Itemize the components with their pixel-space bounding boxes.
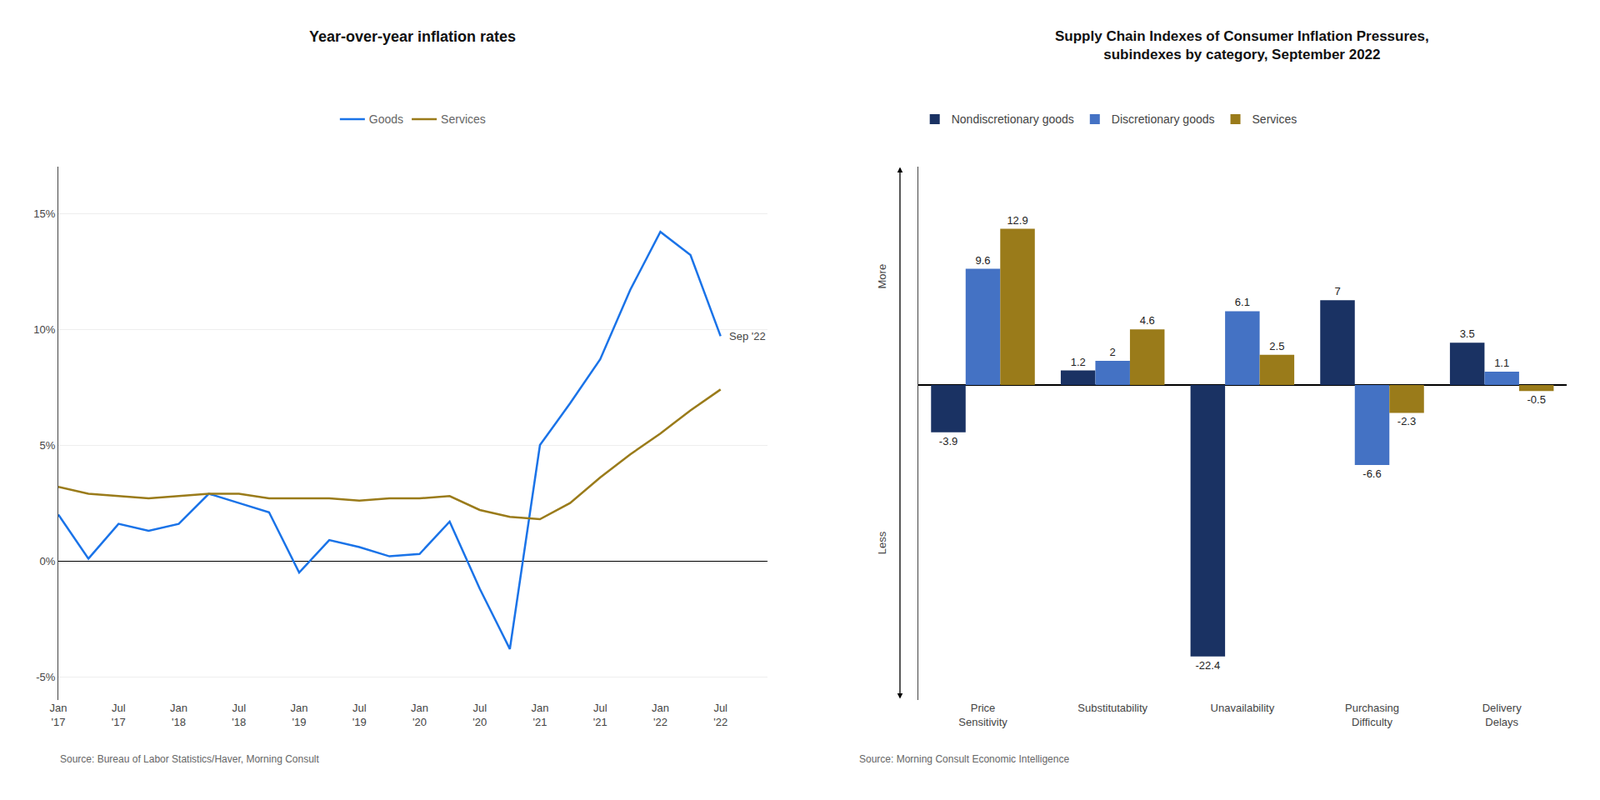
svg-text:Substitutability: Substitutability: [1077, 701, 1148, 715]
svg-text:Unavailability: Unavailability: [1210, 701, 1275, 715]
svg-text:-22.4: -22.4: [1195, 659, 1221, 672]
svg-text:Jan'17: Jan'17: [50, 701, 68, 729]
svg-text:Jan'18: Jan'18: [170, 701, 188, 729]
svg-text:PurchasingDifficulty: PurchasingDifficulty: [1345, 701, 1400, 729]
svg-text:Jan'19: Jan'19: [290, 701, 308, 729]
svg-text:Discretionary goods: Discretionary goods: [1111, 112, 1215, 126]
svg-text:PriceSensitivity: PriceSensitivity: [958, 701, 1008, 729]
svg-text:12.9: 12.9: [1006, 214, 1028, 227]
svg-text:Jul'19: Jul'19: [352, 701, 367, 729]
svg-text:Year-over-year inflation rates: Year-over-year inflation rates: [309, 28, 516, 45]
svg-text:Goods: Goods: [369, 112, 404, 126]
svg-text:Jan'20: Jan'20: [410, 701, 429, 729]
svg-text:Supply Chain Indexes of Consum: Supply Chain Indexes of Consumer Inflati…: [1055, 28, 1430, 63]
svg-text:Services: Services: [440, 112, 486, 126]
svg-text:-0.5: -0.5: [1526, 393, 1545, 406]
svg-text:Nondiscretionary goods: Nondiscretionary goods: [951, 112, 1075, 126]
svg-text:Services: Services: [1252, 112, 1298, 126]
svg-text:4.6: 4.6: [1140, 314, 1155, 327]
svg-text:5%: 5%: [40, 439, 56, 452]
svg-text:2: 2: [1110, 345, 1116, 359]
svg-text:7: 7: [1334, 285, 1340, 298]
svg-text:DeliveryDelays: DeliveryDelays: [1482, 701, 1522, 729]
svg-text:Source: Morning Consult Econom: Source: Morning Consult Economic Intelli…: [859, 753, 1070, 765]
svg-text:Jul'22: Jul'22: [713, 701, 728, 729]
svg-text:Jul'18: Jul'18: [231, 701, 246, 729]
svg-text:1.2: 1.2: [1070, 355, 1086, 369]
svg-text:6.1: 6.1: [1235, 295, 1250, 309]
svg-text:1.1: 1.1: [1494, 356, 1510, 370]
svg-text:Sep '22: Sep '22: [729, 330, 766, 343]
svg-text:-2.3: -2.3: [1397, 415, 1416, 428]
svg-text:Jul'17: Jul'17: [111, 701, 126, 729]
svg-text:-5%: -5%: [35, 670, 56, 684]
svg-text:9.6: 9.6: [975, 254, 990, 267]
svg-text:Jul'20: Jul'20: [472, 701, 487, 729]
svg-text:-6.6: -6.6: [1362, 467, 1381, 480]
svg-text:Less: Less: [875, 530, 889, 555]
svg-text:Jan'22: Jan'22: [651, 701, 670, 729]
svg-text:15%: 15%: [33, 207, 55, 220]
svg-text:-3.9: -3.9: [939, 435, 958, 448]
svg-text:0%: 0%: [40, 555, 56, 568]
svg-text:Jul'21: Jul'21: [593, 701, 608, 729]
svg-text:10%: 10%: [33, 323, 55, 336]
svg-text:3.5: 3.5: [1460, 327, 1475, 340]
svg-text:Source: Bureau of Labor Statis: Source: Bureau of Labor Statistics/Haver…: [60, 753, 320, 765]
svg-text:2.5: 2.5: [1269, 340, 1285, 353]
svg-text:More: More: [875, 264, 889, 290]
svg-text:Jan'21: Jan'21: [530, 701, 549, 729]
